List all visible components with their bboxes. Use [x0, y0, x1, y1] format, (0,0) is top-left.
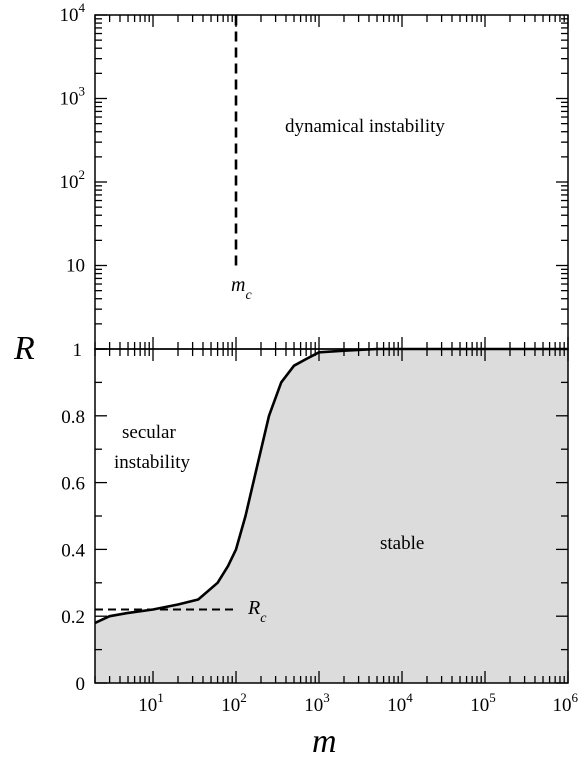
y-tick-label-upper-base: 10 — [60, 172, 79, 193]
mc-label: mc — [231, 274, 252, 303]
y-tick-label-upper-base: 1 — [73, 340, 83, 361]
y-tick-label-lower-base: 0.2 — [61, 607, 85, 628]
y-tick-label-lower: 0.2 — [61, 607, 85, 628]
x-tick-label-base: 10 — [387, 695, 406, 716]
x-tick-label-base: 10 — [553, 695, 572, 716]
secular-label: secular — [122, 422, 176, 443]
y-tick-label-upper: 1 — [73, 340, 83, 361]
y-tick-label-upper-exp: 3 — [79, 84, 86, 99]
y-tick-label-lower-base: 0.8 — [61, 407, 85, 428]
y-axis-title: R — [13, 330, 35, 367]
x-tick-label-exp: 6 — [572, 690, 579, 705]
x-tick-label-base: 10 — [221, 695, 240, 716]
y-tick-label-lower-base: 0.6 — [61, 474, 85, 495]
rc-label: Rc — [247, 597, 267, 626]
y-tick-label-lower: 0 — [76, 674, 86, 695]
y-tick-label-upper: 103 — [60, 84, 86, 110]
y-tick-label-lower-base: 0 — [76, 674, 86, 695]
stable-region-fill — [95, 349, 568, 683]
rc-label-sub: c — [260, 611, 267, 626]
dynamical-instability-label: dynamical instability — [285, 116, 445, 137]
x-tick-label-exp: 3 — [323, 690, 330, 705]
y-tick-label-upper: 102 — [60, 167, 86, 193]
x-tick-label-exp: 1 — [157, 690, 164, 705]
x-axis-title: m — [312, 723, 337, 757]
x-tick-label: 103 — [304, 690, 330, 716]
x-tick-label-exp: 2 — [240, 690, 247, 705]
stable-label: stable — [380, 533, 424, 554]
x-tick-label-base: 10 — [470, 695, 489, 716]
x-tick-label: 104 — [387, 690, 413, 716]
instability-label: instability — [114, 452, 191, 473]
mc-label-sub: c — [245, 288, 252, 303]
x-tick-label-base: 10 — [138, 695, 157, 716]
x-tick-label: 105 — [470, 690, 496, 716]
y-tick-label-upper-base: 10 — [60, 89, 79, 110]
y-tick-label-upper-exp: 2 — [79, 167, 86, 182]
rc-label-base: R — [247, 597, 260, 619]
y-tick-label-lower: 0.4 — [61, 540, 85, 561]
x-tick-label-exp: 5 — [489, 690, 496, 705]
y-tick-label-upper-base: 10 — [66, 256, 85, 277]
y-tick-label-lower: 0.8 — [61, 407, 85, 428]
x-tick-label: 102 — [221, 690, 247, 716]
y-tick-label-upper-exp: 4 — [79, 0, 86, 15]
y-tick-label-upper: 104 — [60, 0, 86, 26]
x-tick-label-base: 10 — [304, 695, 323, 716]
series-lines — [94, 15, 568, 625]
axis-ticks — [94, 14, 569, 684]
y-tick-label-lower-base: 0.4 — [61, 540, 85, 561]
critical-curve — [94, 347, 568, 625]
mc-label-base: m — [231, 274, 245, 296]
axis-tick-labels: 101 102 103 104 105 10610410310210100.20.40.6… — [60, 0, 579, 716]
x-tick-label: 106 — [553, 690, 579, 716]
y-tick-label-upper: 10 — [66, 256, 85, 277]
x-tick-label-exp: 4 — [406, 690, 413, 705]
upper-panel-frame — [94, 14, 569, 350]
x-tick-label: 101 — [138, 690, 164, 716]
y-tick-label-lower: 0.6 — [61, 474, 85, 495]
y-tick-label-upper-base: 10 — [60, 5, 79, 26]
